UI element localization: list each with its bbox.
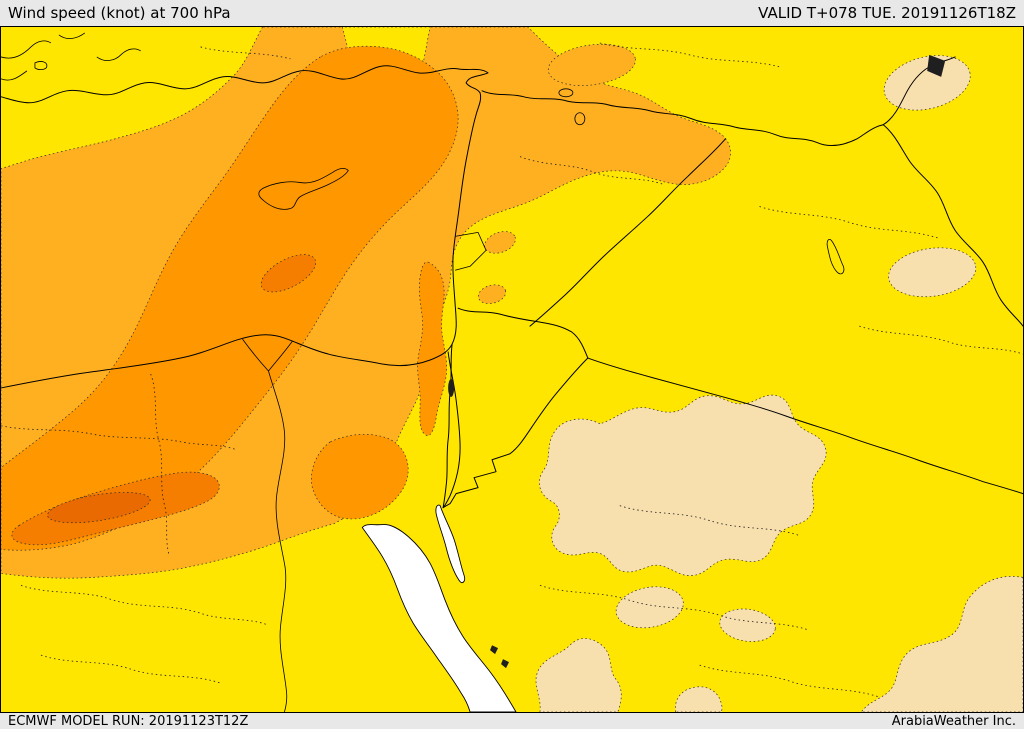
lake-urmia-shape	[927, 54, 946, 77]
dotted-line-egypt-1	[1, 425, 237, 451]
cream-patch-bottom-center	[535, 638, 622, 712]
red-sea-island-1	[490, 645, 499, 655]
lebanon-border	[455, 232, 487, 271]
red-sea-layer	[361, 504, 517, 712]
map-footer: ECMWF MODEL RUN: 20191123T12Z ArabiaWeat…	[0, 713, 1024, 729]
cyprus-island-outline	[258, 168, 349, 210]
marmara-coast-squiggle	[58, 32, 86, 39]
turkey-south-border	[481, 90, 884, 147]
orange-mid-contour-layer	[1, 45, 459, 551]
nile-river	[268, 370, 288, 712]
orange-mid-band	[1, 45, 459, 551]
aegean-coast-squiggle2	[1, 70, 28, 81]
aegean-coast-squiggle	[1, 40, 52, 59]
cream-patch-right-bottom	[860, 576, 1023, 712]
dotted-line-egypt-3	[20, 584, 269, 626]
syria-iraq-border	[529, 138, 727, 327]
turkey-lake-1	[558, 88, 574, 98]
dotted-line-saudi-2	[619, 505, 800, 536]
dotted-line-turkey-2	[599, 42, 780, 68]
orange-mid-sinai	[311, 433, 409, 520]
coastline-layer	[1, 32, 489, 712]
syria-jordan-border	[457, 307, 589, 359]
model-run-label: ECMWF MODEL RUN: 20191123T12Z	[8, 713, 249, 729]
cream-contour-layer	[535, 55, 1023, 712]
lake-tharthar-outline	[826, 238, 845, 275]
orange-light-patch-jordan	[477, 284, 507, 304]
red-sea-island-2	[501, 659, 510, 669]
border-layer	[442, 56, 1023, 509]
nile-delta-branch-east	[268, 340, 293, 372]
valid-time-label: VALID T+078 TUE. 20191126T18Z	[758, 4, 1016, 22]
cream-patch-top-right	[883, 55, 971, 111]
dotted-line-syria-1	[519, 156, 664, 185]
cream-patch-iraq	[888, 247, 977, 298]
aegean-island-outline	[34, 61, 48, 71]
map-header: Wind speed (knot) at 700 hPa VALID T+078…	[0, 0, 1024, 26]
wind-speed-map	[1, 27, 1023, 712]
dotted-line-iraq-1	[759, 206, 940, 239]
iran-border	[882, 124, 1023, 327]
turkey-west-coast-squiggle	[96, 48, 141, 61]
iraq-saudi-border	[587, 357, 1023, 495]
jordan-saudi-border	[442, 357, 589, 509]
red-sea-shape	[361, 524, 517, 712]
cream-patch-saudi	[539, 394, 827, 576]
orange-light-patch-top	[547, 43, 636, 86]
dotted-line-turkey-1	[200, 46, 291, 60]
dead-sea-shape	[448, 378, 455, 397]
gulf-of-aqaba-shape	[435, 504, 466, 584]
dotted-line-saudi-1	[539, 584, 810, 631]
cream-patch-bottom-small	[675, 686, 723, 712]
orange-core-egypt	[47, 492, 151, 524]
cream-patch-saudi-small2	[719, 608, 776, 642]
orange-dark-levant-core	[260, 254, 317, 293]
page-title: Wind speed (knot) at 700 hPa	[8, 4, 231, 22]
turkey-lake-2	[574, 112, 586, 126]
dotted-line-bottom-right	[699, 664, 880, 698]
dotted-line-egypt-2	[150, 373, 170, 554]
cream-patch-saudi-small	[615, 586, 684, 629]
orange-light-patch-syria	[484, 231, 516, 254]
dotted-line-egypt-4	[40, 654, 221, 684]
jordan-israel-border	[442, 343, 453, 509]
map-area	[0, 26, 1024, 713]
brand-label: ArabiaWeather Inc.	[891, 713, 1016, 729]
mediterranean-coastline	[1, 65, 489, 389]
lakes-layer	[490, 54, 946, 669]
dotted-lines-layer	[1, 42, 1023, 698]
nile-delta-branch-west	[242, 338, 269, 372]
orange-mid-jordan-valley	[417, 261, 447, 436]
